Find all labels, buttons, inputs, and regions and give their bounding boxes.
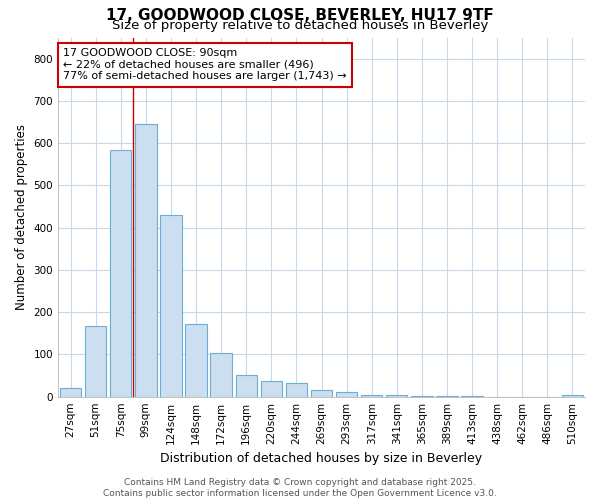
Y-axis label: Number of detached properties: Number of detached properties	[15, 124, 28, 310]
Bar	[110, 150, 131, 396]
Bar	[311, 390, 332, 396]
Bar	[135, 124, 157, 396]
Bar	[386, 395, 407, 396]
Text: 17 GOODWOOD CLOSE: 90sqm
← 22% of detached houses are smaller (496)
77% of semi-: 17 GOODWOOD CLOSE: 90sqm ← 22% of detach…	[64, 48, 347, 82]
Bar	[160, 215, 182, 396]
Bar	[361, 394, 382, 396]
Bar	[85, 326, 106, 396]
Bar	[60, 388, 81, 396]
X-axis label: Distribution of detached houses by size in Beverley: Distribution of detached houses by size …	[160, 452, 482, 465]
Bar	[260, 380, 282, 396]
Text: 17, GOODWOOD CLOSE, BEVERLEY, HU17 9TF: 17, GOODWOOD CLOSE, BEVERLEY, HU17 9TF	[106, 8, 494, 22]
Bar	[236, 374, 257, 396]
Text: Size of property relative to detached houses in Beverley: Size of property relative to detached ho…	[112, 19, 488, 32]
Bar	[286, 383, 307, 396]
Text: Contains HM Land Registry data © Crown copyright and database right 2025.
Contai: Contains HM Land Registry data © Crown c…	[103, 478, 497, 498]
Bar	[211, 353, 232, 397]
Bar	[336, 392, 357, 396]
Bar	[185, 324, 207, 396]
Bar	[562, 394, 583, 396]
